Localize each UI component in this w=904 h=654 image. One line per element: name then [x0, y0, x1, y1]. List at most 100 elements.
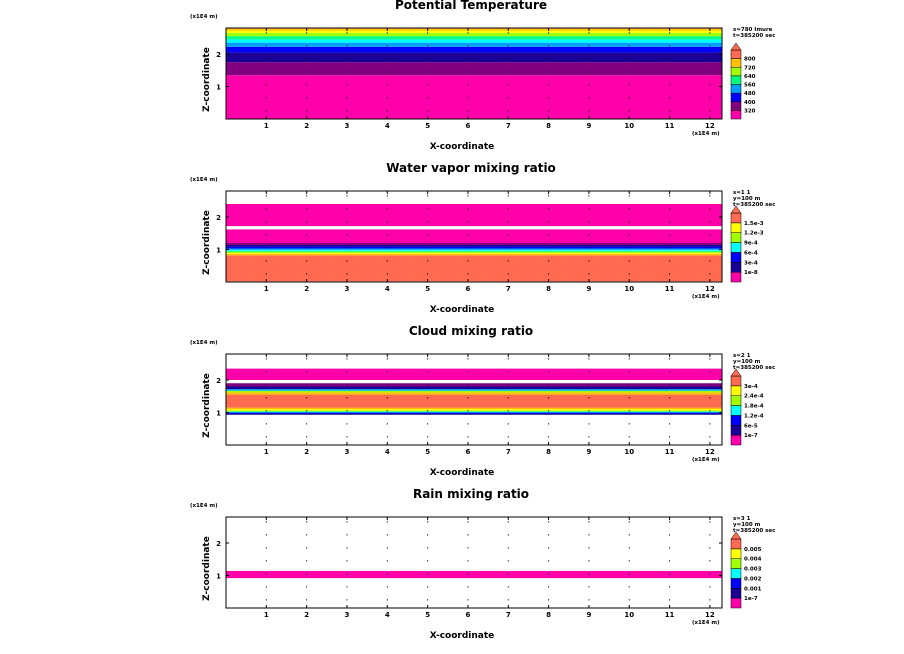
colorbar-segment [730, 212, 742, 224]
grid-dot [427, 573, 429, 575]
x-tick-label: 10 [624, 448, 634, 456]
plot-frame [225, 190, 723, 283]
x-tick-label: 7 [506, 285, 511, 293]
grid-dot [588, 58, 590, 60]
x-tick-label: 10 [624, 285, 634, 293]
x-unit-label: (x1E4 m) [692, 620, 720, 626]
x-tick-label: 6 [466, 448, 471, 456]
colorbar-segment [730, 101, 742, 111]
info-text: s=1 1 [733, 190, 751, 196]
grid-dot [548, 208, 550, 210]
grid-dot [427, 410, 429, 412]
colorbar-segment [730, 568, 742, 579]
contour-band [226, 42, 722, 47]
contour-band [226, 32, 722, 37]
grid-dot [668, 397, 671, 399]
grid-dot [628, 521, 630, 523]
grid-dot [507, 247, 509, 249]
grid-dot [386, 32, 388, 34]
grid-dot [467, 71, 469, 73]
z-unit-label: (x1E4 m) [190, 340, 218, 346]
x-tick-label: 12 [705, 448, 715, 456]
colorbar-label: 1.5e-3 [744, 221, 764, 227]
grid-dot [507, 260, 509, 262]
grid-dot [507, 97, 509, 99]
contour-band [226, 255, 722, 282]
colorbar-segment [730, 597, 742, 609]
colorbar-segment [730, 242, 742, 253]
colorbar-segment [730, 92, 742, 102]
colorbar-segment [730, 252, 742, 263]
grid-dot [346, 534, 348, 536]
grid-dot [346, 521, 348, 523]
grid-dot [265, 32, 267, 34]
grid-dot [306, 208, 308, 210]
x-tick-label: 1 [264, 611, 269, 619]
grid-dot [306, 45, 308, 47]
grid-dot [628, 436, 630, 438]
grid-dot [628, 547, 630, 549]
grid-dot [386, 560, 388, 562]
grid-dot [265, 547, 267, 549]
grid-dot [628, 58, 630, 60]
grid-dot [306, 221, 308, 223]
grid-dot [548, 58, 550, 60]
grid-dot [386, 521, 388, 523]
grid-dot [386, 234, 388, 236]
colorbar-label: 1e-7 [744, 433, 758, 439]
contour-band [226, 46, 722, 53]
grid-dot [386, 436, 388, 438]
x-unit-label: (x1E4 m) [692, 294, 720, 300]
grid-dot [507, 436, 509, 438]
grid-dot [628, 247, 630, 249]
grid-dot [306, 599, 308, 601]
colorbar-label: 480 [744, 91, 756, 97]
colorbar-label: 0.002 [744, 576, 762, 582]
grid-dot [346, 384, 348, 386]
grid-dot [306, 410, 308, 412]
grid-dot [467, 247, 469, 249]
grid-dot [346, 573, 348, 575]
grid-dot [668, 436, 671, 438]
colorbar-segment [730, 548, 742, 559]
y-tick-label: 2 [216, 51, 221, 59]
grid-dot [668, 32, 671, 34]
x-tick-label: 6 [466, 285, 471, 293]
grid-dot [507, 586, 509, 588]
contour-band [226, 411, 722, 413]
grid-dot [507, 423, 509, 425]
x-tick-label: 8 [546, 611, 551, 619]
grid-dot [265, 534, 267, 536]
grid-dot [668, 534, 671, 536]
grid-dot [588, 45, 590, 47]
grid-dot [588, 397, 590, 399]
grid-dot [467, 436, 469, 438]
colorbar-label: 1e-7 [744, 596, 758, 602]
grid-dot [427, 247, 429, 249]
info-text: s=780 Imure [733, 27, 773, 33]
x-tick-label: 3 [345, 285, 350, 293]
plot-frame [225, 353, 723, 446]
grid-dot [709, 58, 711, 60]
grid-dot [427, 45, 429, 47]
grid-dot [467, 195, 469, 197]
x-tick-label: 9 [586, 611, 591, 619]
grid-dot [507, 110, 509, 112]
contour-band [226, 394, 722, 408]
colorbar-segment [730, 425, 742, 436]
grid-dot [709, 586, 711, 588]
grid-dot [507, 397, 509, 399]
grid-dot [548, 110, 550, 112]
x-tick-label: 7 [506, 122, 511, 130]
panel-1: Water vapor mixing ratio(x1E4 m)1 2 3 4 5 6 7 8… [190, 161, 775, 315]
grid-dot [346, 97, 348, 99]
colorbar-label: 6e-5 [744, 423, 758, 429]
contour-band [226, 62, 722, 76]
grid-dot [548, 260, 550, 262]
grid-dot [306, 234, 308, 236]
grid-dot [467, 560, 469, 562]
grid-dot [588, 195, 590, 197]
grid-dot [427, 358, 429, 360]
grid-dot [386, 45, 388, 47]
x-tick-label: 5 [425, 448, 430, 456]
